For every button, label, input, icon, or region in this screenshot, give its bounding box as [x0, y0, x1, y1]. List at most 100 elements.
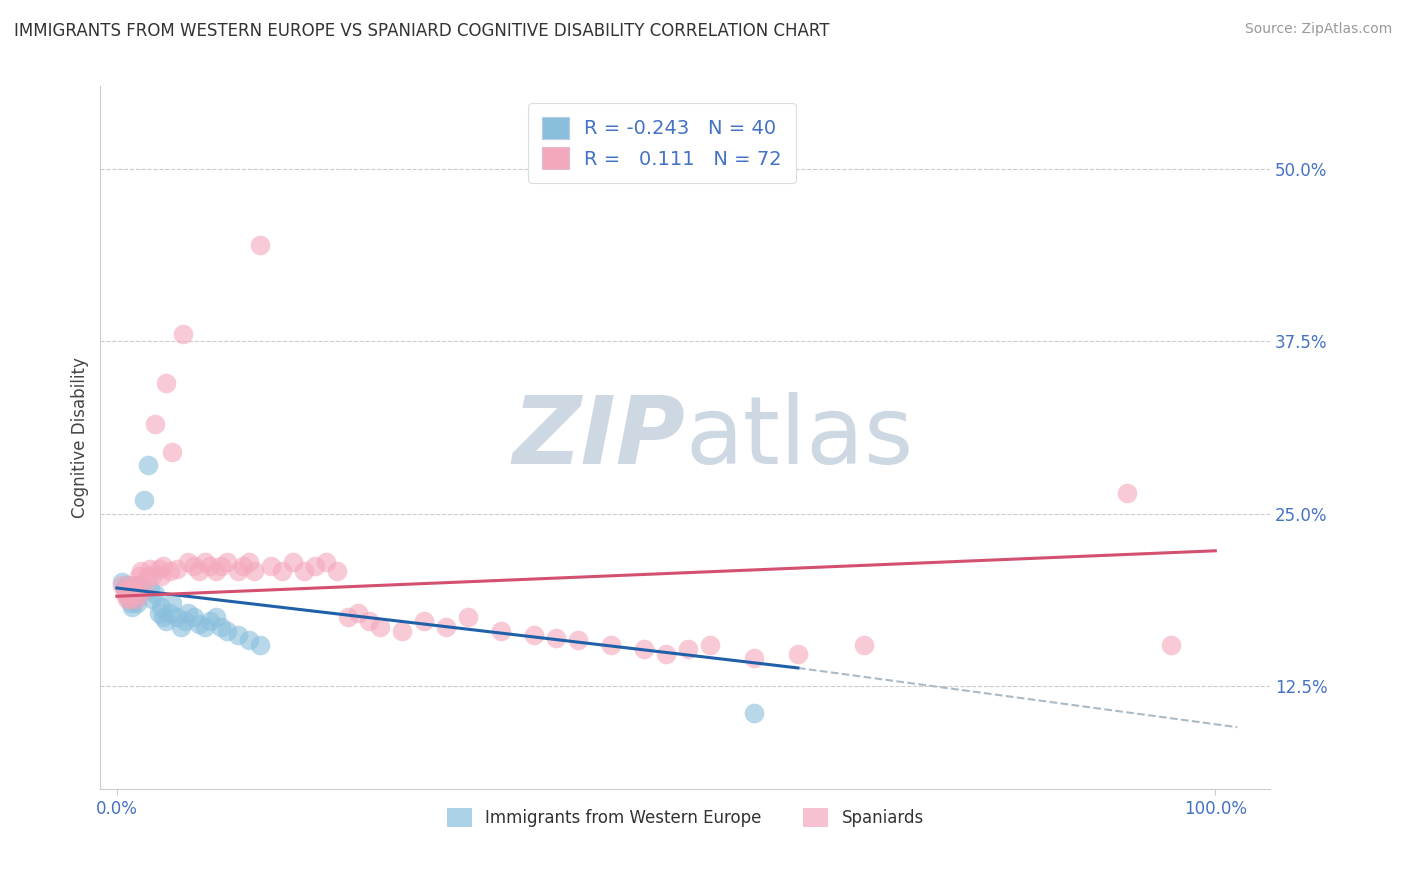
Point — [215, 624, 238, 638]
Point — [370, 619, 392, 633]
Point — [742, 706, 765, 721]
Point — [315, 555, 337, 569]
Point — [249, 638, 271, 652]
Y-axis label: Cognitive Disability: Cognitive Disability — [72, 358, 89, 518]
Legend: Immigrants from Western Europe, Spaniards: Immigrants from Western Europe, Spaniard… — [440, 801, 931, 834]
Point — [172, 327, 194, 342]
Point — [491, 624, 513, 638]
Point — [188, 616, 211, 631]
Point — [281, 555, 304, 569]
Point — [249, 237, 271, 252]
Point — [155, 614, 177, 628]
Point — [114, 582, 136, 597]
Point — [117, 582, 139, 597]
Point — [115, 592, 138, 607]
Point — [124, 582, 146, 597]
Point — [111, 575, 134, 590]
Point — [457, 610, 479, 624]
Point — [120, 596, 142, 610]
Point — [204, 565, 226, 579]
Point — [742, 651, 765, 665]
Point — [1116, 486, 1139, 500]
Point — [122, 586, 145, 600]
Point — [183, 610, 205, 624]
Point — [655, 647, 678, 661]
Point — [200, 558, 222, 573]
Point — [136, 458, 159, 473]
Point — [139, 562, 162, 576]
Point — [546, 631, 568, 645]
Point — [204, 610, 226, 624]
Point — [183, 558, 205, 573]
Point — [243, 565, 266, 579]
Point — [118, 592, 141, 607]
Point — [118, 592, 141, 607]
Point — [152, 558, 174, 573]
Point — [166, 610, 188, 624]
Point — [347, 606, 370, 620]
Point — [194, 619, 217, 633]
Point — [226, 628, 249, 642]
Point — [177, 606, 200, 620]
Point — [134, 492, 156, 507]
Point — [200, 614, 222, 628]
Point — [124, 589, 146, 603]
Point — [127, 586, 149, 600]
Point — [567, 633, 589, 648]
Point — [124, 592, 146, 607]
Point — [125, 596, 148, 610]
Point — [155, 376, 177, 390]
Point — [136, 568, 159, 582]
Point — [149, 568, 172, 582]
Point — [177, 555, 200, 569]
Text: atlas: atlas — [685, 392, 914, 483]
Point — [143, 586, 166, 600]
Point — [238, 555, 260, 569]
Point — [139, 582, 162, 597]
Text: Source: ZipAtlas.com: Source: ZipAtlas.com — [1244, 22, 1392, 37]
Point — [633, 641, 655, 656]
Point — [194, 555, 217, 569]
Point — [141, 568, 163, 582]
Point — [115, 586, 138, 600]
Point — [523, 628, 546, 642]
Point — [122, 582, 145, 597]
Point — [166, 562, 188, 576]
Point — [159, 606, 181, 620]
Point — [188, 565, 211, 579]
Point — [143, 417, 166, 431]
Point — [336, 610, 359, 624]
Point — [699, 638, 721, 652]
Point — [120, 582, 142, 597]
Point — [134, 582, 156, 597]
Point — [148, 562, 170, 576]
Point — [232, 558, 254, 573]
Point — [292, 565, 315, 579]
Point — [174, 614, 197, 628]
Point — [852, 638, 875, 652]
Point — [238, 633, 260, 648]
Point — [160, 596, 183, 610]
Point — [149, 600, 172, 615]
Point — [141, 592, 163, 607]
Point — [169, 619, 191, 633]
Point — [121, 578, 143, 592]
Point — [676, 641, 699, 656]
Point — [111, 578, 134, 592]
Point — [226, 565, 249, 579]
Point — [148, 606, 170, 620]
Point — [117, 586, 139, 600]
Point — [114, 578, 136, 592]
Point — [128, 568, 150, 582]
Point — [1160, 638, 1182, 652]
Point — [600, 638, 623, 652]
Point — [114, 582, 136, 597]
Point — [359, 614, 381, 628]
Point — [270, 565, 292, 579]
Point — [391, 624, 413, 638]
Text: ZIP: ZIP — [512, 392, 685, 483]
Point — [259, 558, 281, 573]
Text: IMMIGRANTS FROM WESTERN EUROPE VS SPANIARD COGNITIVE DISABILITY CORRELATION CHAR: IMMIGRANTS FROM WESTERN EUROPE VS SPANIA… — [14, 22, 830, 40]
Point — [127, 586, 149, 600]
Point — [121, 600, 143, 615]
